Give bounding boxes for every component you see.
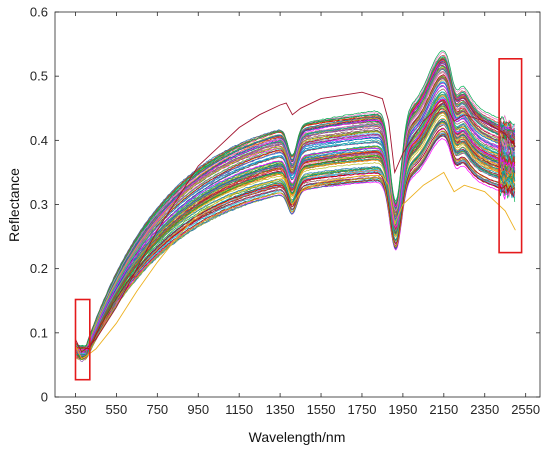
x-axis-label: Wavelength/nm: [249, 429, 346, 445]
spectrum-line: [76, 56, 515, 347]
y-tick-label: 0.2: [30, 261, 48, 276]
spectrum-line: [75, 171, 516, 360]
x-tick-label: 2350: [470, 402, 499, 417]
spectrum-line: [76, 78, 516, 352]
spectrum-line: [75, 91, 516, 353]
spectrum-line: [76, 104, 515, 356]
highlight-boxes: [74, 57, 523, 381]
spectrum-line: [76, 75, 516, 352]
y-tick-label: 0.5: [30, 69, 48, 84]
spectrum-line: [76, 98, 516, 351]
plot-frame: [54, 11, 541, 398]
x-tick-label: 1750: [348, 402, 377, 417]
x-tick-label: 1950: [388, 402, 417, 417]
x-tick-label: 2150: [429, 402, 458, 417]
y-tick-label: 0.3: [30, 197, 48, 212]
axes: [54, 11, 541, 398]
highlight-box: [74, 298, 91, 381]
y-axis-label: Reflectance: [6, 168, 22, 242]
spectrum-line: [76, 119, 516, 356]
x-tick-label: 350: [65, 402, 87, 417]
ticks: 350 550 750 950 1150 1350 1550 1750 1950 2150 2350…: [30, 5, 540, 418]
y-tick-label: 0.4: [30, 133, 48, 148]
x-tick-label: 1550: [307, 402, 336, 417]
x-tick-label: 750: [146, 402, 168, 417]
x-tick-label: 950: [187, 402, 209, 417]
spectrum-line: [76, 130, 516, 350]
y-tick-label: 0.1: [30, 325, 48, 340]
x-tick-label: 1350: [266, 402, 295, 417]
x-tick-label: 1150: [225, 402, 253, 417]
spectrum-line: [76, 99, 516, 356]
spectrum-line: [76, 91, 515, 351]
x-tick-label: 2550: [511, 402, 540, 417]
spectrum-line: [76, 68, 516, 355]
x-tick-label: 550: [106, 402, 128, 417]
highlight-box: [498, 57, 523, 254]
spectrum-line: [76, 70, 516, 353]
y-tick-label: 0.6: [30, 5, 48, 20]
y-tick-label: 0: [41, 390, 48, 405]
spectra-curves: [75, 50, 516, 363]
